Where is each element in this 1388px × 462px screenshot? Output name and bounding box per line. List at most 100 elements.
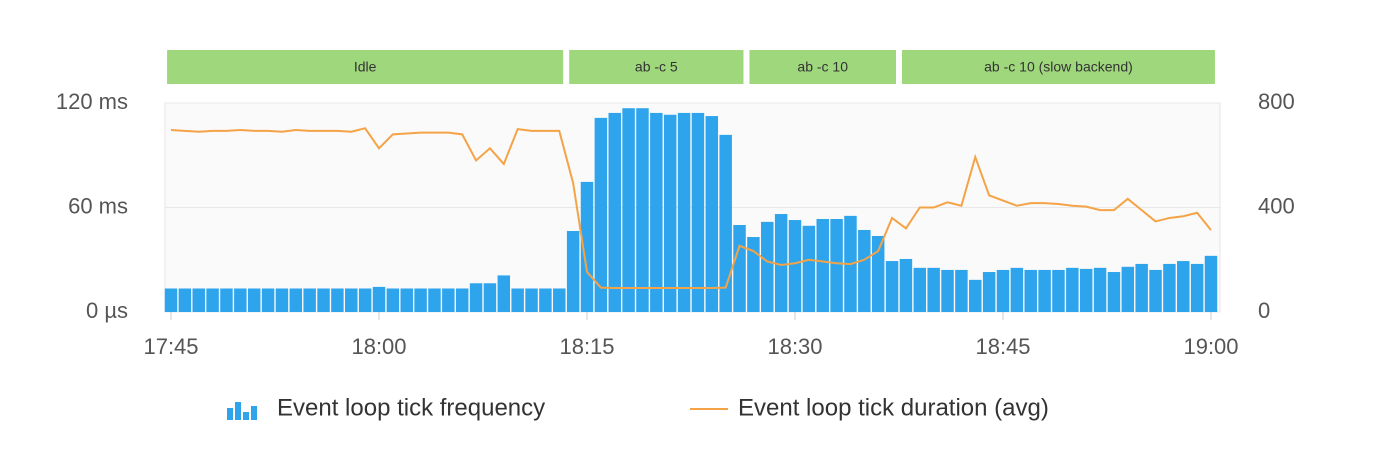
bar: [553, 288, 566, 312]
bar: [358, 288, 372, 312]
bar: [247, 288, 261, 312]
bar: [192, 288, 205, 312]
line: [170, 127, 1212, 289]
bar: [386, 288, 400, 312]
bar: [1066, 267, 1079, 312]
legend-icon: [227, 408, 233, 420]
bar: [525, 288, 538, 312]
bar: [705, 116, 719, 312]
bar: [802, 225, 816, 312]
x-tick-label: 19:00: [1183, 334, 1238, 359]
phase-band: [569, 50, 744, 84]
phase-band: [902, 50, 1215, 84]
bar: [1093, 267, 1107, 312]
legend-icon: [243, 412, 249, 420]
bar: [594, 117, 608, 312]
legend-label: Event loop tick frequency: [277, 394, 545, 421]
bar: [650, 112, 663, 313]
bar: [1204, 255, 1218, 312]
phase-label: ab -c 5: [635, 59, 678, 75]
bar: [345, 288, 358, 312]
bar: [774, 214, 788, 312]
bar: [455, 288, 469, 312]
bar: [830, 218, 843, 312]
bar: [234, 288, 247, 312]
bar: [816, 218, 829, 312]
legend-label: Event loop tick duration (avg): [738, 394, 1049, 421]
bar: [414, 288, 427, 312]
bar: [996, 269, 1010, 312]
bar: [1107, 272, 1121, 312]
bar: [899, 258, 913, 312]
bar: [927, 267, 940, 312]
bar: [733, 225, 746, 312]
bar: [1024, 269, 1037, 312]
x-tick-label: 18:00: [351, 334, 406, 359]
bar: [663, 114, 677, 312]
bar: [747, 237, 760, 312]
bar: [372, 286, 386, 312]
bar: [400, 288, 413, 312]
bar: [788, 220, 802, 312]
y2-tick-label: 0: [1258, 298, 1270, 323]
bar: [206, 288, 219, 312]
phase-label: ab -c 10 (slow backend): [984, 59, 1133, 75]
x-tick-label: 18:15: [559, 334, 614, 359]
bar: [483, 283, 497, 312]
bar: [1052, 269, 1065, 312]
legend-icon: [235, 402, 241, 420]
y2-tick-label: 800: [1258, 89, 1295, 114]
bar: [636, 108, 649, 312]
bar: [289, 288, 303, 312]
phase-band: [167, 50, 564, 84]
bar: [539, 288, 552, 312]
bar: [261, 288, 275, 312]
bar: [331, 288, 344, 312]
bar: [1190, 263, 1204, 312]
bar: [858, 229, 871, 312]
bar: [761, 221, 774, 312]
bar: [566, 231, 580, 312]
bar: [622, 108, 635, 312]
legend-icon: [251, 406, 257, 420]
bar: [442, 288, 455, 312]
bar: [511, 288, 524, 312]
y2-tick-label: 400: [1258, 193, 1295, 218]
bar: [1163, 263, 1176, 312]
bar: [941, 269, 954, 312]
x-tick-label: 18:45: [975, 334, 1030, 359]
bar: [317, 288, 330, 312]
x-tick-label: 17:45: [143, 334, 198, 359]
x-tick-label: 18:30: [767, 334, 822, 359]
phase-label: ab -c 10: [797, 59, 848, 75]
bar: [1135, 263, 1148, 312]
bar: [1149, 269, 1162, 312]
bar: [871, 235, 885, 312]
bar: [677, 112, 691, 313]
bar: [608, 112, 621, 313]
phase-label: Idle: [354, 59, 377, 75]
bar: [428, 288, 441, 312]
bar: [691, 112, 705, 313]
bar: [220, 288, 233, 312]
y-tick-label: 120 ms: [56, 89, 128, 114]
y-tick-label: 60 ms: [68, 193, 128, 218]
bar: [1010, 267, 1024, 312]
bar: [1121, 266, 1135, 312]
bar: [275, 288, 289, 312]
bar: [969, 279, 982, 312]
bar: [982, 272, 996, 312]
bar: [580, 181, 594, 312]
bar: [1177, 261, 1190, 312]
bar: [497, 275, 511, 312]
bar: [178, 288, 192, 312]
y-tick-label: 0 µs: [86, 298, 128, 323]
bar: [885, 261, 899, 312]
bar: [955, 269, 968, 312]
bar: [164, 288, 178, 312]
bar: [719, 134, 732, 312]
bar: [469, 283, 483, 312]
bar: [303, 288, 316, 312]
bar: [1079, 268, 1093, 312]
